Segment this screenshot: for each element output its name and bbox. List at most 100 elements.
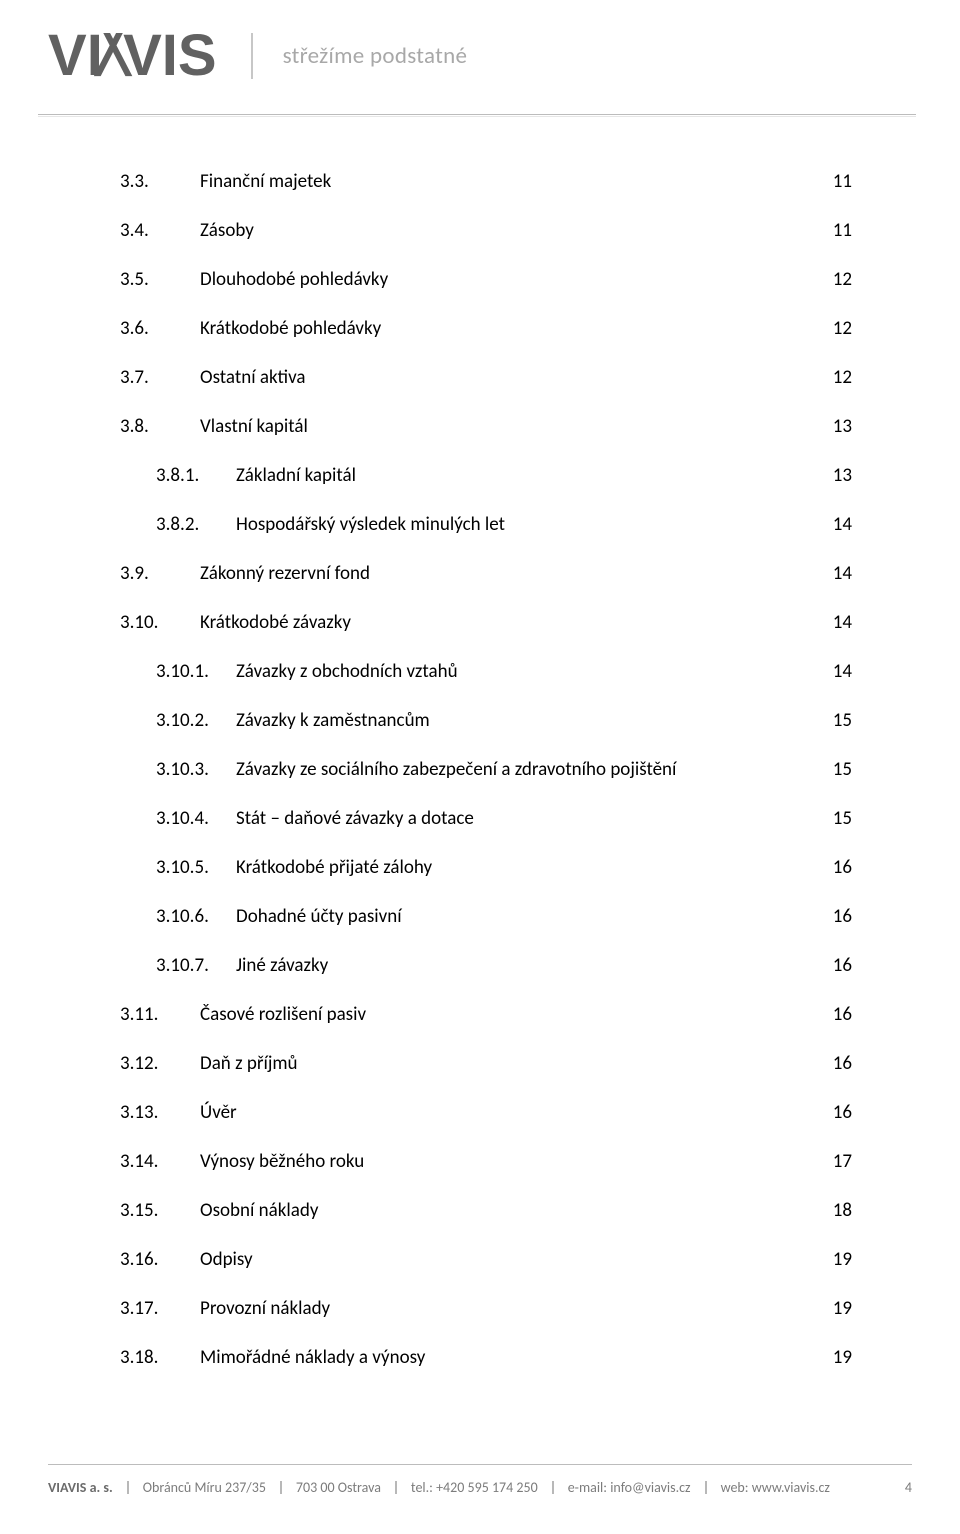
toc-number: 3.17. xyxy=(120,1297,176,1320)
toc-title: Odpisy xyxy=(200,1248,253,1271)
toc-number: 3.10.5. xyxy=(156,856,224,879)
toc-number: 3.10.7. xyxy=(156,954,224,977)
footer-city: 703 00 Ostrava xyxy=(296,1479,381,1496)
toc-number: 3.18. xyxy=(120,1346,176,1369)
toc-row[interactable]: 3.11.Časové rozlišení pasiv16 xyxy=(120,1003,852,1026)
toc-title: Osobní náklady xyxy=(200,1199,318,1222)
toc-page: 16 xyxy=(833,856,852,879)
footer-rule xyxy=(48,1464,912,1465)
toc-page: 12 xyxy=(833,268,852,291)
toc-row[interactable]: 3.4.Zásoby11 xyxy=(120,219,852,242)
toc-label: 3.16.Odpisy xyxy=(120,1248,253,1271)
toc-page: 16 xyxy=(833,905,852,928)
toc-page: 14 xyxy=(833,611,852,634)
toc-row[interactable]: 3.10.2.Závazky k zaměstnancům15 xyxy=(120,709,852,732)
toc-label: 3.9.Zákonný rezervní fond xyxy=(120,562,370,585)
toc-label: 3.8.1.Základní kapitál xyxy=(120,464,356,487)
footer-separator xyxy=(127,1481,129,1494)
toc-row[interactable]: 3.8.2. Hospodářský výsledek minulých let 1… xyxy=(120,513,852,536)
toc-number: 3.3. xyxy=(120,170,176,193)
toc-label: 3.10.4.Stát – daňové závazky a dotace xyxy=(120,807,474,830)
toc-title: Provozní náklady xyxy=(200,1297,330,1320)
toc-page: 12 xyxy=(833,366,852,389)
toc-label: 3.10.Krátkodobé závazky xyxy=(120,611,351,634)
toc-title: Závazky z obchodních vztahů xyxy=(236,660,458,683)
toc-row[interactable]: 3.10.6.Dohadné účty pasivní16 xyxy=(120,905,852,928)
logo-letter: V xyxy=(48,22,87,89)
toc-page: 19 xyxy=(833,1297,852,1320)
toc-title: Mimořádné náklady a výnosy xyxy=(200,1346,425,1369)
toc-row[interactable]: 3.6.Krátkodobé pohledávky12 xyxy=(120,317,852,340)
toc-number: 3.5. xyxy=(120,268,176,291)
toc-row[interactable]: 3.17. Provozní náklady 19 xyxy=(120,1297,852,1320)
footer-web: web: www.viavis.cz xyxy=(721,1479,830,1496)
toc-row[interactable]: 3.10.5.Krátkodobé přijaté zálohy16 xyxy=(120,856,852,879)
toc-title: Dohadné účty pasivní xyxy=(236,905,402,928)
toc-row[interactable]: 3.10.Krátkodobé závazky 14 xyxy=(120,611,852,634)
toc-label: 3.10.2.Závazky k zaměstnancům xyxy=(120,709,430,732)
toc-label: 3.12. Daň z příjmů xyxy=(120,1052,298,1075)
toc-number: 3.7. xyxy=(120,366,176,389)
toc-row[interactable]: 3.8.1.Základní kapitál 13 xyxy=(120,464,852,487)
toc-row[interactable]: 3.10.3.Závazky ze sociálního zabezpečení… xyxy=(120,758,852,781)
toc-row[interactable]: 3.18. Mimořádné náklady a výnosy 19 xyxy=(120,1346,852,1369)
toc-row[interactable]: 3.8.Vlastní kapitál13 xyxy=(120,415,852,438)
toc-title: Daň z příjmů xyxy=(200,1052,298,1075)
toc-row[interactable]: 3.10.1.Závazky z obchodních vztahů14 xyxy=(120,660,852,683)
page-footer: VIAVIS a. s. Obránců Míru 237/35 703 00 … xyxy=(48,1464,912,1496)
toc: 3.3.Finanční majetek 11 3.4.Zásoby11 3.5.Dl… xyxy=(120,170,852,1395)
footer-web-label: web: xyxy=(721,1479,749,1496)
toc-label: 3.3.Finanční majetek xyxy=(120,170,331,193)
toc-number: 3.13. xyxy=(120,1101,176,1124)
toc-page: 14 xyxy=(833,513,852,536)
toc-row[interactable]: 3.5.Dlouhodobé pohledávky12 xyxy=(120,268,852,291)
toc-page: 13 xyxy=(833,464,852,487)
toc-label: 3.10.7. Jiné závazky xyxy=(120,954,328,977)
toc-page: 15 xyxy=(833,758,852,781)
toc-number: 3.6. xyxy=(120,317,176,340)
toc-row[interactable]: 3.9.Zákonný rezervní fond14 xyxy=(120,562,852,585)
toc-title: Jiné závazky xyxy=(236,954,328,977)
logo: V I / \ V I S xyxy=(48,22,217,89)
toc-label: 3.7.Ostatní aktiva xyxy=(120,366,306,389)
toc-title: Závazky k zaměstnancům xyxy=(236,709,430,732)
toc-row[interactable]: 3.16.Odpisy19 xyxy=(120,1248,852,1271)
toc-page: 11 xyxy=(833,170,852,193)
toc-title: Výnosy běžného roku xyxy=(200,1150,364,1173)
toc-page: 15 xyxy=(833,807,852,830)
toc-label: 3.14. Výnosy běžného roku xyxy=(120,1150,364,1173)
toc-row[interactable]: 3.14. Výnosy běžného roku 17 xyxy=(120,1150,852,1173)
footer-address: Obránců Míru 237/35 xyxy=(143,1479,266,1496)
toc-number: 3.12. xyxy=(120,1052,176,1075)
toc-page: 16 xyxy=(833,1101,852,1124)
toc-number: 3.14. xyxy=(120,1150,176,1173)
toc-page: 16 xyxy=(833,1003,852,1026)
logo-letter: S xyxy=(178,22,217,89)
toc-row[interactable]: 3.13.Úvěr16 xyxy=(120,1101,852,1124)
toc-title: Krátkodobé pohledávky xyxy=(200,317,381,340)
toc-label: 3.8.Vlastní kapitál xyxy=(120,415,308,438)
toc-row[interactable]: 3.12.Daň z příjmů16 xyxy=(120,1052,852,1075)
toc-title: Hospodářský výsledek minulých let xyxy=(236,513,505,536)
toc-title: Krátkodobé závazky xyxy=(200,611,351,634)
footer-tel-label: tel.: xyxy=(411,1479,433,1496)
toc-title: Zásoby xyxy=(200,219,254,242)
header-divider xyxy=(251,33,253,79)
toc-label: 3.17. Provozní náklady xyxy=(120,1297,330,1320)
toc-row[interactable]: 3.3.Finanční majetek 11 xyxy=(120,170,852,193)
toc-row[interactable]: 3.7.Ostatní aktiva 12 xyxy=(120,366,852,389)
toc-row[interactable]: 3.15.Osobní náklady18 xyxy=(120,1199,852,1222)
toc-page: 17 xyxy=(833,1150,852,1173)
footer-separator xyxy=(552,1481,554,1494)
footer-page-number: 4 xyxy=(905,1479,912,1496)
toc-label: 3.4.Zásoby xyxy=(120,219,254,242)
toc-number: 3.8.2. xyxy=(156,513,224,536)
footer-email-value: info@viavis.cz xyxy=(610,1479,690,1496)
toc-title: Vlastní kapitál xyxy=(200,415,308,438)
toc-row[interactable]: 3.10.7.Jiné závazky16 xyxy=(120,954,852,977)
toc-label: 3.6. Krátkodobé pohledávky xyxy=(120,317,381,340)
toc-row[interactable]: 3.10.4.Stát – daňové závazky a dotace 15 xyxy=(120,807,852,830)
toc-number: 3.11. xyxy=(120,1003,176,1026)
footer-separator xyxy=(395,1481,397,1494)
toc-page: 19 xyxy=(833,1346,852,1369)
